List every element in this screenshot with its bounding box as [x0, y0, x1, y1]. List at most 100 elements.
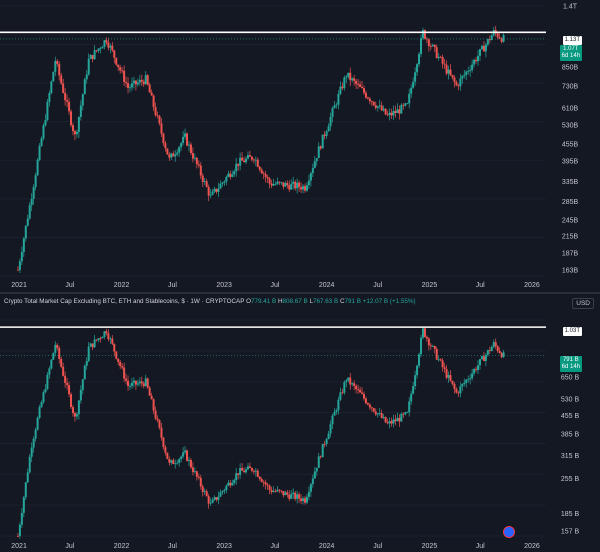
candle-body — [85, 74, 88, 80]
candle-body — [394, 419, 397, 422]
candle-body — [201, 175, 204, 182]
candle-body — [81, 379, 84, 390]
currency-selector[interactable]: USD — [572, 298, 594, 309]
candle-body — [95, 339, 98, 341]
candle-body — [325, 131, 328, 136]
event-marker-icon[interactable] — [503, 526, 515, 538]
candle-body — [28, 456, 31, 473]
candle-body — [233, 171, 236, 175]
candle-body — [502, 352, 505, 358]
candle-body — [123, 367, 126, 379]
x-tick-label: 2023 — [216, 543, 232, 550]
candle-body — [129, 87, 132, 89]
candle-body — [60, 75, 63, 84]
candle-body — [392, 419, 395, 424]
candle-body — [199, 165, 202, 176]
candle-body — [429, 345, 432, 347]
candle-body — [132, 380, 135, 383]
x-tick-label: 2025 — [422, 543, 438, 550]
candle-body — [182, 452, 185, 457]
y-tick-label: 650 B — [561, 375, 580, 382]
candle-body — [186, 133, 189, 146]
candle-body — [423, 328, 426, 337]
candle-body — [103, 40, 106, 47]
candle-body — [443, 63, 446, 65]
candle-body — [331, 415, 334, 425]
candle-body — [245, 469, 248, 473]
bottom-chart-pane[interactable]: 650 B 530 B 455 B 385 B 315 B 255 B 185 B 157 B… — [0, 294, 600, 552]
pane-divider[interactable] — [0, 292, 600, 294]
candle-body — [390, 112, 393, 116]
candle-body — [87, 346, 90, 361]
candle-body — [292, 181, 295, 184]
candle-body — [290, 183, 293, 190]
candle-body — [81, 94, 84, 106]
open-label: O — [246, 298, 251, 305]
candle-body — [91, 55, 94, 60]
candle-body — [333, 411, 336, 416]
candle-body — [309, 484, 312, 492]
candle-body — [349, 72, 352, 81]
candle-body — [451, 74, 454, 78]
candle-body — [372, 408, 375, 412]
x-tick-label: 2025 — [422, 282, 438, 289]
candle-body — [420, 38, 423, 54]
candle-body — [239, 157, 242, 166]
candle-body — [213, 497, 216, 500]
candle-body — [406, 412, 409, 414]
candle-body — [152, 95, 155, 108]
candle-body — [221, 491, 224, 493]
candle-body — [34, 429, 37, 439]
y-tick-label: 215B — [562, 233, 579, 240]
candle-body — [429, 46, 432, 47]
candle-body — [101, 337, 104, 339]
top-chart-pane[interactable]: 1.4T 850B 730B 610B 530B 455B 395B 335B 285B 245B… — [0, 0, 600, 292]
candle-body — [447, 69, 450, 74]
candle-body — [482, 356, 485, 361]
candle-body — [73, 131, 76, 135]
y-tick-label: 245B — [562, 217, 579, 224]
candle-body — [146, 75, 149, 85]
candle-body — [302, 186, 305, 190]
candle-body — [36, 417, 39, 430]
candle-body — [423, 30, 426, 39]
candle-body — [311, 478, 314, 485]
candle-body — [160, 123, 163, 134]
y-tick-label: 530B — [562, 123, 579, 130]
candle-body — [341, 392, 344, 394]
candle-body — [30, 198, 33, 206]
candle-body — [241, 157, 244, 161]
candle-body — [382, 416, 385, 418]
symbol-title[interactable]: Crypto Total Market Cap Excluding BTC, E… — [4, 298, 245, 305]
bottom-candlestick-chart[interactable]: 650 B 530 B 455 B 385 B 315 B 255 B 185 B 157 B… — [0, 294, 600, 552]
candle-body — [195, 157, 198, 165]
top-candlestick-chart[interactable]: 1.4T 850B 730B 610B 530B 455B 395B 335B 285B 245B… — [0, 0, 600, 292]
candle-body — [416, 64, 419, 73]
candle-body — [237, 163, 240, 166]
candle-body — [414, 375, 417, 387]
candle-body — [48, 368, 51, 375]
candle-body — [225, 176, 228, 182]
candle-body — [435, 348, 438, 360]
bottom-resistance-price-tag: 1.03T — [562, 327, 582, 336]
candle-body — [156, 418, 159, 421]
candle-body — [280, 490, 283, 492]
candle-body — [91, 343, 94, 348]
x-tick-label: 2026 — [524, 282, 540, 289]
candle-body — [256, 159, 259, 167]
candle-body — [140, 79, 143, 82]
y-tick-label: 385 B — [561, 431, 580, 438]
candle-body — [170, 460, 173, 463]
candle-body — [361, 392, 364, 394]
candle-body — [325, 439, 328, 445]
close-value: 791 B — [344, 298, 361, 305]
candle-body — [502, 35, 505, 42]
candle-body — [40, 138, 43, 146]
candle-body — [191, 153, 194, 159]
candle-body — [174, 463, 177, 465]
candle-body — [378, 413, 381, 414]
candle-body — [439, 359, 442, 361]
candle-body — [274, 491, 277, 492]
candle-body — [323, 134, 326, 136]
candle-body — [250, 467, 253, 471]
